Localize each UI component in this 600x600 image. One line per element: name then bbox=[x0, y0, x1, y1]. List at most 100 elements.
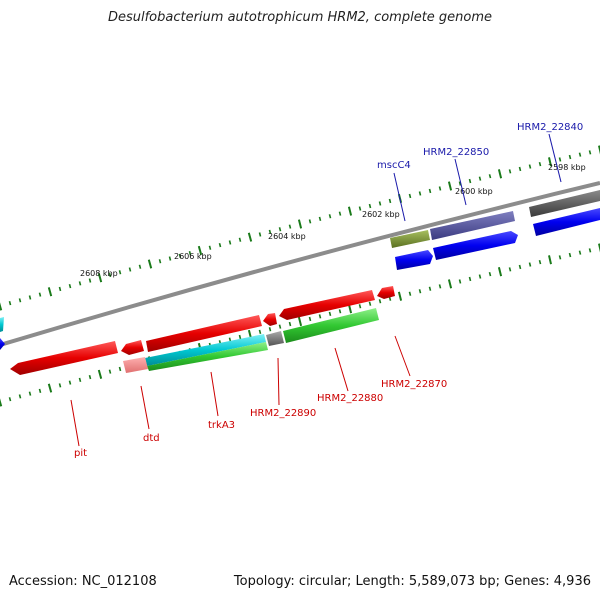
minor-tick bbox=[18, 298, 22, 303]
minor-tick bbox=[508, 169, 512, 174]
connector-pit bbox=[70, 399, 80, 447]
gene-pit[interactable] bbox=[10, 341, 118, 375]
minor-tick bbox=[318, 216, 322, 221]
reverse-strand-genes bbox=[0, 286, 395, 375]
minor-tick bbox=[38, 388, 42, 393]
minor-tick bbox=[108, 272, 112, 278]
minor-tick bbox=[278, 227, 282, 232]
gene-HRM2-22840[interactable] bbox=[529, 190, 600, 217]
gene-left-cyan[interactable] bbox=[0, 317, 4, 332]
minor-tick bbox=[378, 299, 382, 304]
major-tick bbox=[548, 255, 552, 265]
minor-tick bbox=[238, 237, 242, 242]
minor-tick bbox=[518, 264, 522, 270]
minor-tick bbox=[528, 262, 532, 267]
gene-label-HRM2-22890: HRM2_22890 bbox=[250, 408, 316, 419]
minor-tick bbox=[428, 188, 432, 194]
minor-tick bbox=[258, 329, 262, 334]
minor-tick bbox=[488, 272, 492, 277]
gene-HRM2-22870[interactable] bbox=[377, 286, 395, 299]
gene-red-upper[interactable] bbox=[279, 290, 375, 320]
minor-tick bbox=[308, 219, 312, 224]
minor-tick bbox=[378, 201, 382, 206]
minor-tick bbox=[18, 394, 22, 399]
minor-tick bbox=[528, 164, 532, 169]
gene-HRM2-22850[interactable] bbox=[430, 211, 515, 240]
minor-tick bbox=[558, 255, 562, 260]
minor-tick bbox=[518, 166, 522, 172]
connector-mscC4 bbox=[393, 172, 406, 222]
label-connectors bbox=[70, 133, 562, 447]
minor-tick bbox=[328, 214, 332, 219]
minor-tick bbox=[338, 309, 342, 314]
minor-tick bbox=[538, 260, 542, 265]
gene-pink[interactable] bbox=[123, 357, 148, 373]
minor-tick bbox=[438, 284, 442, 289]
gene-mscC4[interactable] bbox=[390, 230, 430, 248]
minor-tick bbox=[158, 259, 162, 264]
minor-tick bbox=[418, 191, 422, 196]
minor-tick bbox=[288, 224, 292, 229]
connector-HRM2-22890 bbox=[277, 357, 280, 406]
minor-tick bbox=[168, 256, 172, 261]
minor-tick bbox=[268, 327, 272, 332]
outer-tick-ring bbox=[0, 145, 600, 311]
minor-tick bbox=[28, 295, 32, 300]
gene-blue-2[interactable] bbox=[433, 231, 518, 260]
map-title: Desulfobacterium autotrophicum HRM2, com… bbox=[107, 10, 493, 25]
gene-red-long[interactable] bbox=[146, 315, 262, 352]
minor-tick bbox=[78, 281, 82, 286]
gene-trkA3-green[interactable] bbox=[147, 342, 268, 371]
minor-tick bbox=[578, 250, 582, 255]
gene-label-dtd: dtd bbox=[143, 433, 160, 444]
major-tick bbox=[0, 398, 3, 407]
forward-strand-genes bbox=[390, 190, 600, 270]
gene-trkA3-cyan[interactable] bbox=[145, 334, 266, 366]
minor-tick bbox=[68, 284, 72, 289]
accession-text: Accession: NC_012108 bbox=[9, 574, 157, 589]
gene-label-trkA3: trkA3 bbox=[208, 420, 235, 431]
scale-label-2606: 2606 kbp bbox=[174, 252, 212, 261]
minor-tick bbox=[288, 321, 292, 327]
minor-tick bbox=[38, 292, 42, 297]
gene-HRM2-22880[interactable] bbox=[283, 308, 379, 343]
gene-blue-1[interactable] bbox=[395, 250, 433, 270]
major-tick bbox=[0, 302, 3, 311]
minor-tick bbox=[8, 301, 12, 306]
minor-tick bbox=[258, 232, 262, 237]
major-tick bbox=[347, 304, 353, 314]
minor-tick bbox=[328, 311, 332, 316]
gene-gray-small[interactable] bbox=[266, 331, 284, 346]
minor-tick bbox=[58, 286, 62, 292]
minor-tick bbox=[368, 301, 372, 306]
minor-tick bbox=[58, 383, 62, 388]
gene-dtd[interactable] bbox=[121, 340, 144, 355]
gene-label-HRM2-22870: HRM2_22870 bbox=[381, 379, 447, 390]
minor-tick bbox=[278, 324, 282, 329]
scale-label-2604: 2604 kbp bbox=[268, 232, 306, 241]
gene-blue-3[interactable] bbox=[533, 208, 600, 236]
major-tick bbox=[197, 245, 203, 256]
major-tick bbox=[97, 273, 103, 283]
connector-HRM2-22880 bbox=[334, 347, 349, 392]
minor-tick bbox=[578, 152, 582, 157]
minor-tick bbox=[118, 270, 122, 275]
gene-labels: pit dtd trkA3 HRM2_22890 HRM2_22880 HRM2… bbox=[74, 122, 583, 459]
major-tick bbox=[47, 287, 53, 297]
minor-tick bbox=[108, 369, 112, 374]
minor-tick bbox=[88, 278, 92, 283]
connector-HRM2-22840 bbox=[548, 133, 562, 183]
minor-tick bbox=[468, 178, 472, 184]
gene-left-blue[interactable] bbox=[0, 338, 5, 350]
major-tick bbox=[497, 267, 503, 277]
minor-tick bbox=[128, 267, 132, 272]
major-tick bbox=[97, 369, 103, 379]
minor-tick bbox=[418, 289, 422, 294]
major-tick bbox=[47, 383, 53, 393]
gene-red-small[interactable] bbox=[263, 313, 277, 326]
minor-tick bbox=[218, 242, 222, 248]
minor-tick bbox=[188, 251, 192, 256]
genome-backbone bbox=[0, 181, 600, 347]
minor-tick bbox=[508, 267, 512, 272]
